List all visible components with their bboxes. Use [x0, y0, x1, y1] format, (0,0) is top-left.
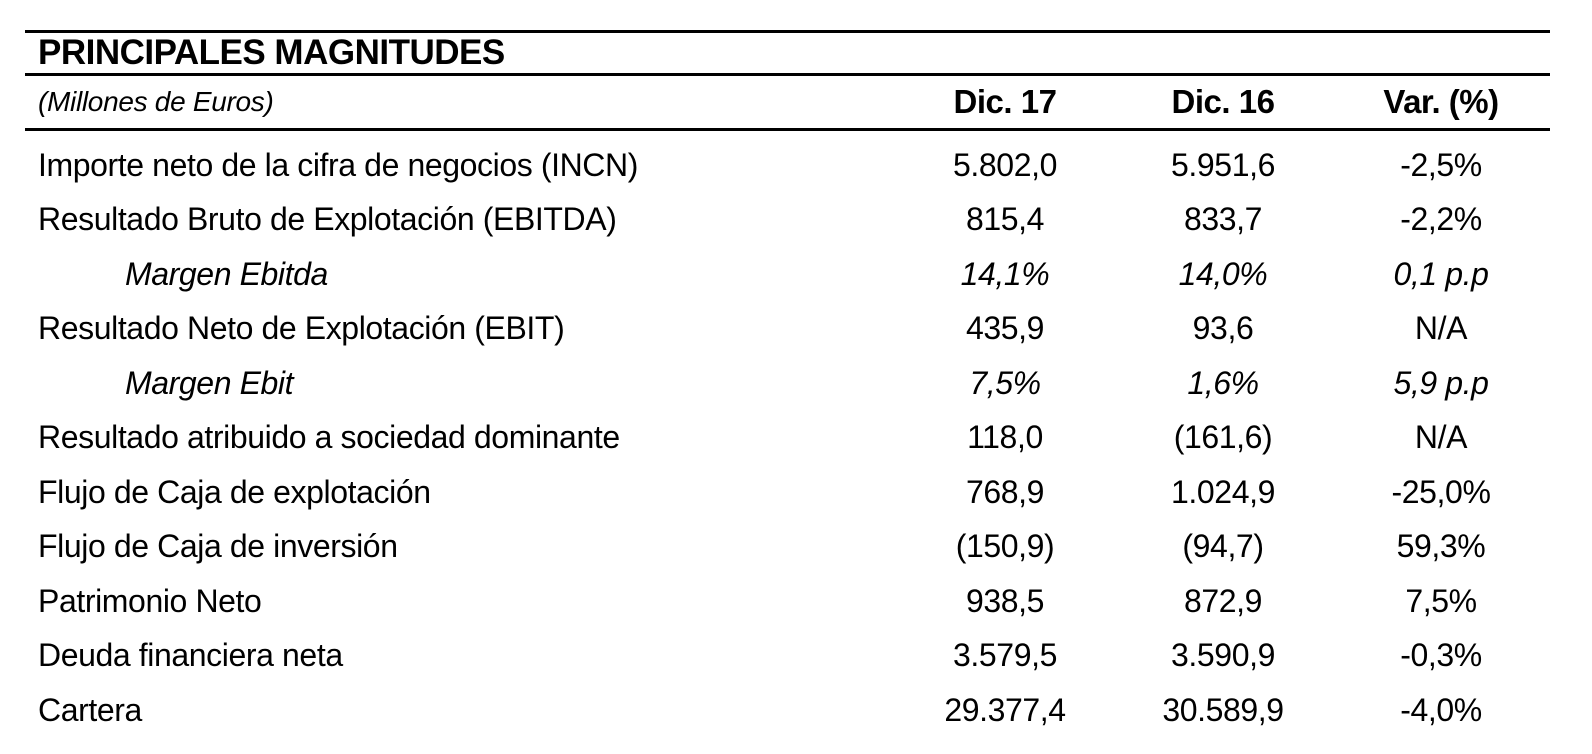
table-row: Deuda financiera neta 3.579,5 3.590,9 -0… — [25, 629, 1550, 684]
value-dic16: 5.951,6 — [1171, 146, 1275, 183]
row-label: Margen Ebit — [125, 364, 294, 401]
table-row: Flujo de Caja de inversión (150,9) (94,7… — [25, 520, 1550, 575]
value-dic16: 872,9 — [1183, 582, 1263, 619]
value-dic16: 3.590,9 — [1171, 637, 1275, 674]
column-header-var: Var. (%) — [1383, 83, 1499, 120]
value-dic17: 118,0 — [967, 419, 1043, 456]
header-rule — [25, 128, 1550, 131]
value-dic17: 435,9 — [965, 310, 1045, 347]
table-row: Patrimonio Neto 938,5 872,9 7,5% — [25, 574, 1550, 629]
row-label: Resultado Bruto de Explotación (EBITDA) — [38, 201, 617, 238]
value-dic16: 1.024,9 — [1171, 473, 1275, 510]
unit-note: (Millones de Euros) — [38, 86, 274, 117]
value-var: 7,5% — [1405, 582, 1477, 619]
row-label: Deuda financiera neta — [38, 637, 343, 674]
row-label: Flujo de Caja de explotación — [38, 473, 431, 510]
table-row: Margen Ebitda 14,1% 14,0% 0,1 p.p — [25, 247, 1550, 302]
value-var: N/A — [1414, 419, 1468, 456]
table-row: Margen Ebit 7,5% 1,6% 5,9 p.p — [25, 356, 1550, 411]
value-dic17: 815,4 — [965, 201, 1045, 238]
value-var: -4,0% — [1400, 691, 1482, 728]
column-header-dic17: Dic. 17 — [953, 83, 1057, 120]
value-dic16: 93,6 — [1192, 310, 1254, 347]
value-var: 0,1 p.p — [1393, 255, 1489, 292]
table-header-row: (Millones de Euros) Dic. 17 Dic. 16 Var.… — [25, 76, 1550, 128]
value-dic17: 768,9 — [965, 473, 1045, 510]
row-label: Resultado atribuido a sociedad dominante — [38, 419, 620, 456]
value-var: -25,0% — [1391, 473, 1491, 510]
row-label: Flujo de Caja de inversión — [38, 528, 398, 565]
row-label: Margen Ebitda — [125, 255, 328, 292]
value-var: 59,3% — [1396, 528, 1486, 565]
table-title-row: PRINCIPALES MAGNITUDES — [25, 33, 1550, 73]
key-figures-table: PRINCIPALES MAGNITUDES (Millones de Euro… — [25, 30, 1550, 738]
row-label: Patrimonio Neto — [38, 582, 262, 619]
value-var: -2,2% — [1400, 201, 1482, 238]
row-label: Cartera — [38, 691, 142, 728]
column-header-dic16: Dic. 16 — [1171, 83, 1275, 120]
table-body: Importe neto de la cifra de negocios (IN… — [25, 131, 1550, 738]
table-title: PRINCIPALES MAGNITUDES — [38, 33, 505, 72]
value-dic17: (150,9) — [955, 528, 1055, 565]
value-dic16: 1,6% — [1187, 364, 1259, 401]
value-dic17: 5.802,0 — [953, 146, 1057, 183]
table-row: Resultado Bruto de Explotación (EBITDA) … — [25, 193, 1550, 248]
value-var: -0,3% — [1400, 637, 1482, 674]
row-label: Importe neto de la cifra de negocios (IN… — [38, 146, 638, 183]
value-dic16: 14,0% — [1178, 255, 1268, 292]
value-var: -2,5% — [1400, 146, 1482, 183]
value-dic16: (161,6) — [1173, 419, 1273, 456]
title-rule — [25, 73, 1550, 76]
value-dic17: 938,5 — [965, 582, 1045, 619]
value-dic16: (94,7) — [1182, 528, 1264, 565]
table-row: Cartera 29.377,4 30.589,9 -4,0% — [25, 683, 1550, 738]
value-var: 5,9 p.p — [1393, 364, 1489, 401]
top-rule — [25, 30, 1550, 33]
value-dic17: 3.579,5 — [953, 637, 1057, 674]
value-dic17: 7,5% — [969, 364, 1041, 401]
value-dic17: 29.377,4 — [944, 691, 1066, 728]
table-row: Flujo de Caja de explotación 768,9 1.024… — [25, 465, 1550, 520]
value-dic16: 30.589,9 — [1162, 691, 1284, 728]
value-dic16: 833,7 — [1183, 201, 1263, 238]
table-row: Importe neto de la cifra de negocios (IN… — [25, 138, 1550, 193]
value-dic17: 14,1% — [960, 255, 1050, 292]
row-label: Resultado Neto de Explotación (EBIT) — [38, 310, 565, 347]
table-row: Resultado Neto de Explotación (EBIT) 435… — [25, 302, 1550, 357]
value-var: N/A — [1414, 310, 1468, 347]
table-row: Resultado atribuido a sociedad dominante… — [25, 411, 1550, 466]
